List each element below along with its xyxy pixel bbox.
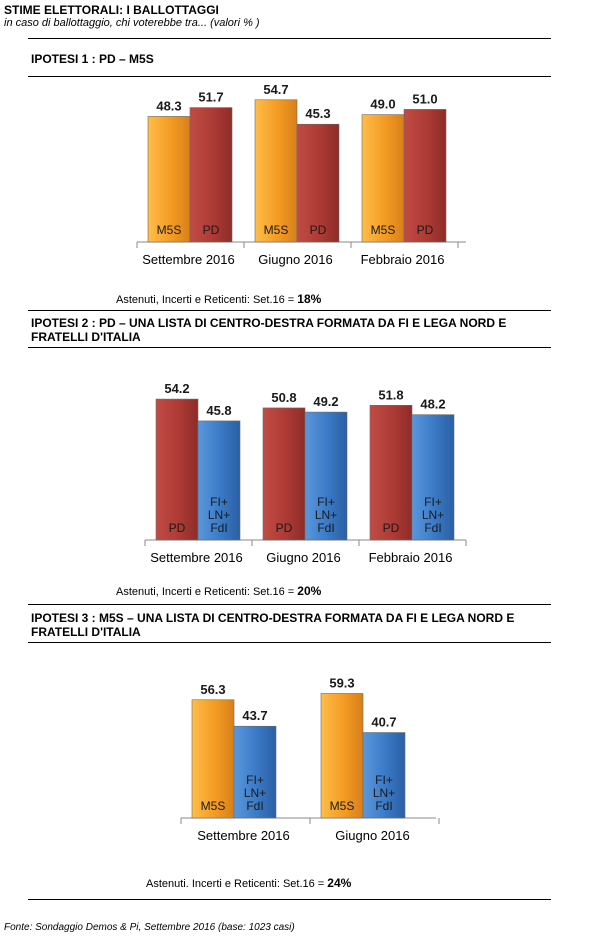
- note-value: 24%: [327, 876, 352, 890]
- bar-m5s: [147, 116, 191, 243]
- bar-fi-ln-fdi: [233, 725, 277, 819]
- series-label: LN+: [208, 508, 230, 522]
- series-label: FI+: [424, 495, 442, 509]
- bar-pd: [296, 123, 340, 243]
- series-label: M5S: [371, 223, 396, 237]
- data-label: 40.7: [371, 715, 396, 730]
- series-label: LN+: [315, 508, 337, 522]
- note-label: Astenuti, Incerti e Reticenti: Set.16 =: [116, 294, 298, 306]
- series-label: FdI: [317, 521, 334, 535]
- series-label: PD: [310, 223, 327, 237]
- bar-pd: [155, 398, 199, 541]
- category-label: Settembre 2016: [142, 252, 235, 267]
- bar-pd: [262, 407, 306, 541]
- panel-1-note: Astenuti, Incerti e Reticenti: Set.16 = …: [116, 292, 321, 306]
- divider: [28, 38, 551, 39]
- data-label: 45.3: [305, 106, 330, 121]
- note-label: Astenuti, Incerti e Reticenti: Set.16 =: [116, 586, 298, 598]
- data-label: 48.2: [420, 397, 445, 412]
- bar-pd: [403, 109, 447, 243]
- series-label: LN+: [244, 786, 266, 800]
- bar-fi-ln-fdi: [304, 411, 348, 541]
- bar-m5s: [361, 114, 405, 243]
- data-label: 49.2: [313, 394, 338, 409]
- panel-2-note: Astenuti, Incerti e Reticenti: Set.16 = …: [116, 584, 321, 598]
- bar-m5s: [191, 699, 235, 819]
- bar-m5s: [254, 99, 298, 243]
- category-label: Settembre 2016: [150, 550, 243, 565]
- data-label: 43.7: [242, 708, 267, 723]
- bar-fi-ln-fdi: [362, 732, 406, 819]
- data-label: 51.8: [378, 387, 403, 402]
- divider: [28, 899, 551, 900]
- divider: [28, 347, 551, 348]
- series-label: FdI: [424, 521, 441, 535]
- series-label: FI+: [246, 773, 264, 787]
- chart-ipotesi-1: 48.3 M5S 51.7 PD Settembre 2016 54.7 M5S 45.3 PD…: [136, 82, 466, 267]
- series-label: PD: [383, 521, 400, 535]
- data-label: 50.8: [271, 390, 296, 405]
- note-label: Astenuti. Incerti e Reticenti: Set.16 =: [146, 878, 328, 890]
- data-label: 49.0: [370, 97, 395, 112]
- data-label: 54.2: [164, 381, 189, 396]
- data-label: 51.0: [412, 91, 437, 106]
- data-label: 59.3: [329, 675, 354, 690]
- series-label: PD: [417, 223, 434, 237]
- series-label: FdI: [246, 799, 263, 813]
- series-label: FI+: [375, 773, 393, 787]
- series-label: FdI: [210, 521, 227, 535]
- panel-2-heading: IPOTESI 2 : PD – UNA LISTA DI CENTRO-DES…: [31, 316, 507, 344]
- category-label: Settembre 2016: [197, 828, 290, 843]
- category-label: Febbraio 2016: [369, 550, 453, 565]
- series-label: FI+: [317, 495, 335, 509]
- note-value: 18%: [297, 292, 322, 306]
- divider: [28, 642, 551, 643]
- bar-fi-ln-fdi: [411, 414, 455, 541]
- divider: [28, 604, 551, 605]
- page-title: STIME ELETTORALI: I BALLOTTAGGI: [4, 3, 219, 17]
- note-value: 20%: [297, 584, 322, 598]
- series-label: PD: [276, 521, 293, 535]
- panel-3-heading: IPOTESI 3 : M5S – UNA LISTA DI CENTRO-DE…: [31, 611, 515, 639]
- bar-m5s: [320, 693, 364, 819]
- panel-1-heading: IPOTESI 1 : PD – M5S: [31, 52, 154, 66]
- series-label: M5S: [330, 799, 355, 813]
- category-label: Giugno 2016: [258, 252, 332, 267]
- data-label: 45.8: [206, 403, 231, 418]
- data-label: 48.3: [156, 98, 181, 113]
- series-label: LN+: [373, 786, 395, 800]
- series-label: FI+: [210, 495, 228, 509]
- series-label: PD: [203, 223, 220, 237]
- series-label: LN+: [422, 508, 444, 522]
- bar-pd: [189, 107, 233, 243]
- source-note: Fonte: Sondaggio Demos & Pi, Settembre 2…: [4, 922, 295, 933]
- category-label: Giugno 2016: [266, 550, 340, 565]
- series-label: M5S: [264, 223, 289, 237]
- bar-pd: [369, 405, 413, 541]
- category-label: Giugno 2016: [335, 828, 409, 843]
- data-label: 54.7: [263, 82, 288, 97]
- series-label: M5S: [201, 799, 226, 813]
- panel-3-note: Astenuti. Incerti e Reticenti: Set.16 = …: [146, 876, 351, 890]
- data-label: 51.7: [198, 90, 223, 105]
- category-label: Febbraio 2016: [361, 252, 445, 267]
- data-label: 56.3: [200, 682, 225, 697]
- divider: [28, 76, 551, 77]
- page-subtitle: in caso di ballottaggio, chi voterebbe t…: [4, 17, 260, 29]
- divider: [28, 310, 551, 311]
- series-label: FdI: [375, 799, 392, 813]
- series-label: M5S: [157, 223, 182, 237]
- series-label: PD: [169, 521, 186, 535]
- bar-fi-ln-fdi: [197, 420, 241, 541]
